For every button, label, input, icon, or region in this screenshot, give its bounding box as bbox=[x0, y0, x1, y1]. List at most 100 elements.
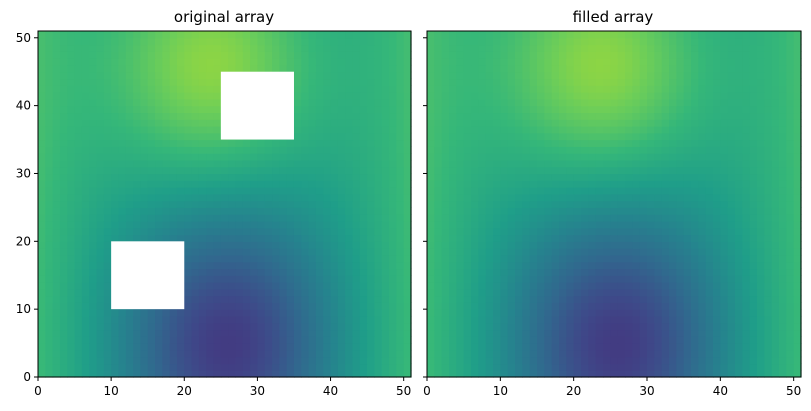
heatmap-cell bbox=[537, 288, 545, 297]
heatmap-cell bbox=[38, 180, 46, 188]
heatmap-cell bbox=[625, 329, 633, 337]
heatmap-cell bbox=[507, 98, 516, 107]
heatmap-cell bbox=[308, 125, 317, 134]
heatmap-cell bbox=[669, 349, 677, 358]
heatmap-cell bbox=[111, 119, 120, 127]
heatmap-cell bbox=[485, 241, 494, 249]
heatmap-cell bbox=[661, 200, 670, 208]
heatmap-cell bbox=[786, 125, 795, 134]
heatmap-cell bbox=[764, 187, 773, 195]
heatmap-cell bbox=[67, 370, 76, 378]
heatmap-cell bbox=[367, 159, 376, 168]
heatmap-cell bbox=[669, 119, 677, 127]
heatmap-cell bbox=[96, 119, 105, 127]
heatmap-cell bbox=[515, 302, 523, 310]
heatmap-cell bbox=[140, 220, 149, 229]
heatmap-cell bbox=[45, 248, 54, 256]
heatmap-cell bbox=[52, 98, 61, 107]
heatmap-cell bbox=[544, 119, 553, 127]
heatmap-cell bbox=[206, 261, 215, 270]
heatmap-cell bbox=[220, 370, 229, 378]
heatmap-cell bbox=[118, 173, 127, 181]
heatmap-cell bbox=[771, 180, 780, 188]
heatmap-cell bbox=[293, 125, 302, 134]
heatmap-cell bbox=[169, 187, 178, 195]
heatmap-cell bbox=[257, 173, 266, 181]
heatmap-cell bbox=[264, 336, 273, 344]
heatmap-cell bbox=[427, 275, 435, 283]
heatmap-cell bbox=[749, 112, 758, 120]
heatmap-cell bbox=[551, 78, 560, 86]
heatmap-cell bbox=[235, 227, 244, 236]
heatmap-cell bbox=[191, 288, 200, 297]
heatmap-cell bbox=[669, 288, 677, 297]
heatmap-cell bbox=[74, 302, 83, 310]
heatmap-cell bbox=[301, 227, 310, 236]
heatmap-cell bbox=[705, 214, 714, 222]
heatmap-cell bbox=[155, 125, 163, 134]
heatmap-cell bbox=[522, 309, 531, 317]
heatmap-cell bbox=[286, 248, 295, 256]
heatmap-cell bbox=[96, 207, 105, 215]
heatmap-cell bbox=[301, 295, 310, 303]
heatmap-cell bbox=[625, 139, 633, 147]
heatmap-cell bbox=[529, 370, 538, 378]
heatmap-cell bbox=[705, 349, 714, 358]
heatmap-cell bbox=[308, 187, 317, 195]
heatmap-cell bbox=[603, 248, 611, 256]
heatmap-cell bbox=[74, 370, 83, 378]
heatmap-cell bbox=[471, 309, 479, 317]
heatmap-cell bbox=[169, 207, 178, 215]
heatmap-cell bbox=[38, 254, 46, 263]
heatmap-cell bbox=[330, 119, 339, 127]
heatmap-cell bbox=[301, 254, 310, 263]
heatmap-cell bbox=[272, 315, 280, 324]
heatmap-cell bbox=[38, 125, 46, 134]
heatmap-cell bbox=[720, 105, 729, 114]
heatmap-cell bbox=[566, 159, 575, 168]
heatmap-cell bbox=[403, 302, 412, 310]
heatmap-cell bbox=[727, 363, 736, 371]
heatmap-cell bbox=[764, 288, 773, 297]
heatmap-cell bbox=[720, 302, 729, 310]
heatmap-cell bbox=[89, 200, 98, 208]
heatmap-cell bbox=[89, 78, 98, 86]
heatmap-cell bbox=[427, 288, 435, 297]
heatmap-cell bbox=[147, 329, 156, 337]
heatmap-cell bbox=[537, 214, 545, 222]
heatmap-cell bbox=[515, 220, 523, 229]
heatmap-cell bbox=[184, 214, 193, 222]
heatmap-cell bbox=[493, 200, 501, 208]
heatmap-cell bbox=[345, 187, 354, 195]
heatmap-cell bbox=[45, 119, 54, 127]
heatmap-cell bbox=[74, 146, 83, 154]
heatmap-cell bbox=[315, 214, 324, 222]
heatmap-cell bbox=[669, 64, 677, 73]
left-heatmap bbox=[38, 31, 412, 378]
heatmap-cell bbox=[456, 295, 465, 303]
heatmap-cell bbox=[169, 78, 178, 86]
heatmap-cell bbox=[103, 329, 112, 337]
heatmap-cell bbox=[683, 356, 692, 365]
heatmap-cell bbox=[337, 268, 346, 276]
heatmap-cell bbox=[155, 315, 163, 324]
heatmap-cell bbox=[742, 112, 751, 120]
heatmap-cell bbox=[559, 214, 567, 222]
heatmap-cell bbox=[176, 64, 185, 73]
heatmap-cell bbox=[654, 322, 663, 331]
heatmap-cell bbox=[713, 180, 721, 188]
heatmap-cell bbox=[713, 214, 721, 222]
heatmap-cell bbox=[647, 234, 655, 242]
heatmap-cell bbox=[493, 329, 501, 337]
heatmap-cell bbox=[727, 343, 736, 351]
heatmap-cell bbox=[727, 261, 736, 270]
heatmap-cell bbox=[661, 139, 670, 147]
heatmap-cell bbox=[111, 227, 120, 236]
heatmap-cell bbox=[162, 356, 171, 365]
heatmap-cell bbox=[81, 315, 90, 324]
heatmap-cell bbox=[337, 193, 346, 202]
heatmap-cell bbox=[786, 207, 795, 215]
heatmap-cell bbox=[522, 125, 531, 134]
heatmap-cell bbox=[293, 214, 302, 222]
heatmap-cell bbox=[537, 322, 545, 331]
